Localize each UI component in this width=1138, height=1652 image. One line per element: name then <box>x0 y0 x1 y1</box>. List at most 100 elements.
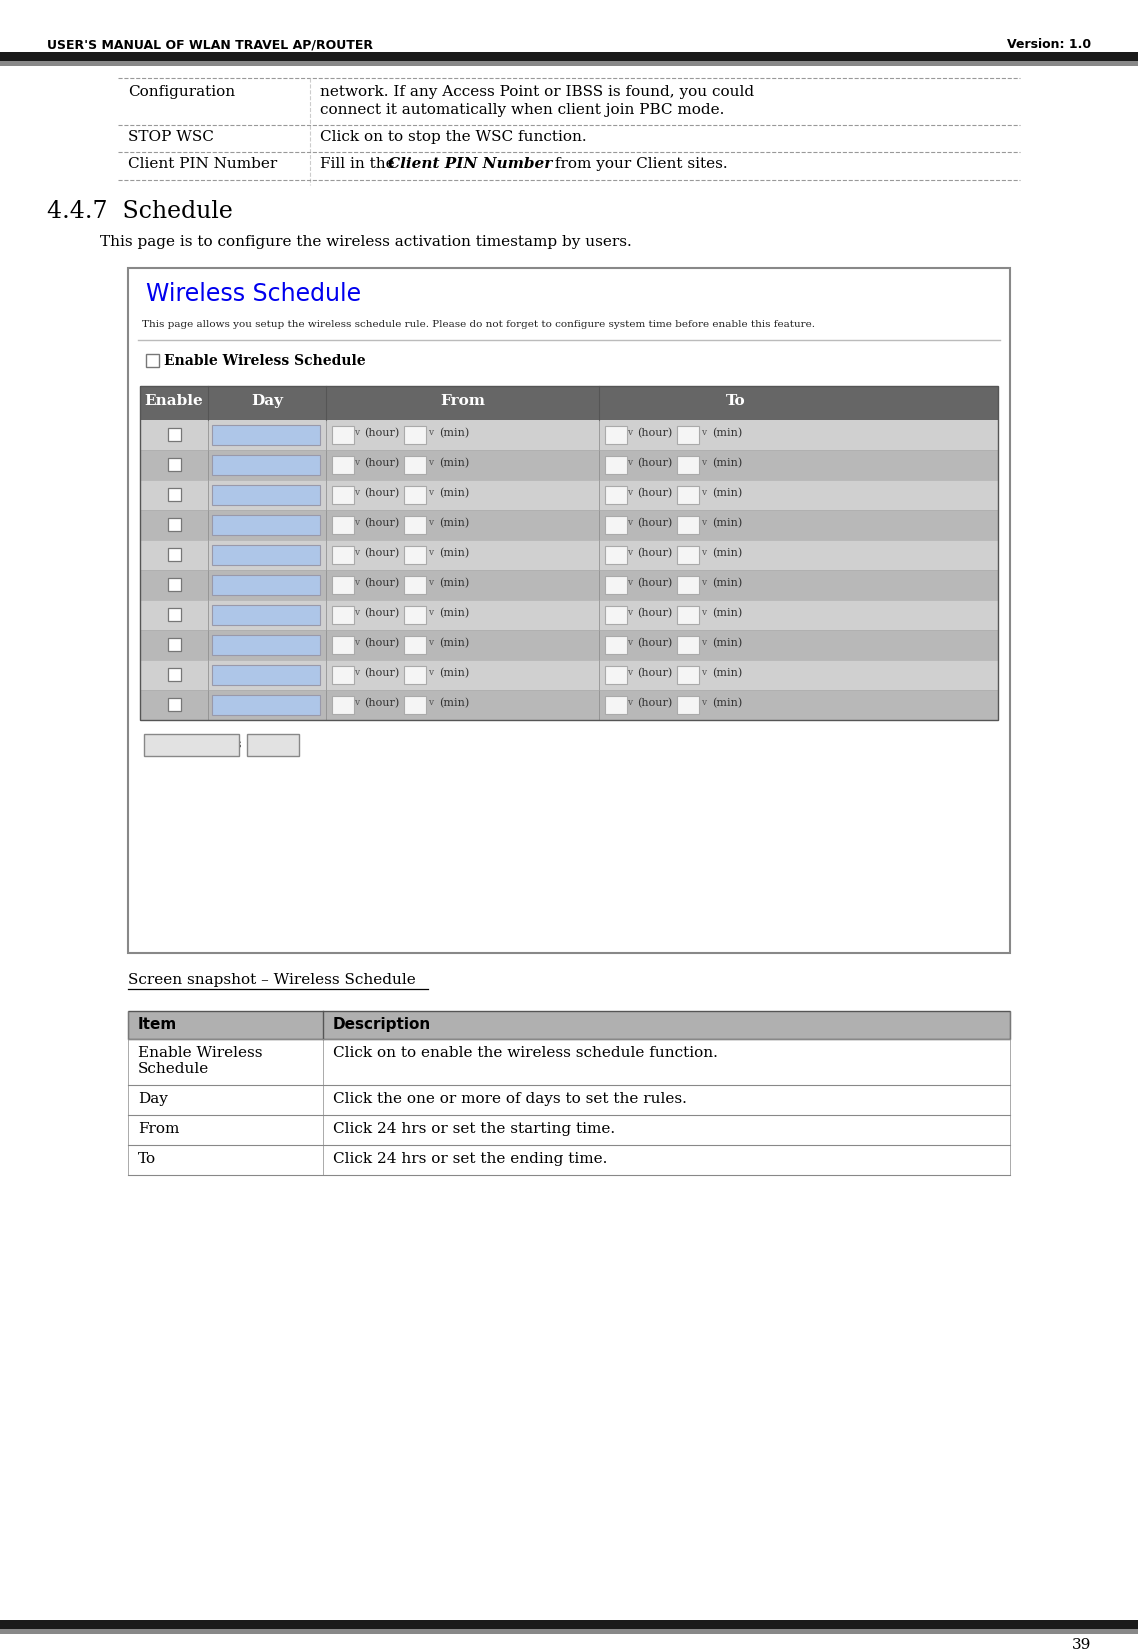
Text: Sun: Sun <box>218 487 241 501</box>
Text: Day: Day <box>138 1092 168 1105</box>
Text: v: v <box>701 487 706 497</box>
Text: v: v <box>354 458 360 468</box>
Text: (min): (min) <box>712 548 742 558</box>
Bar <box>677 547 699 563</box>
Bar <box>212 575 320 595</box>
Bar <box>605 606 627 624</box>
Text: (hour): (hour) <box>364 428 399 438</box>
Bar <box>127 1145 1011 1175</box>
Text: STOP WSC: STOP WSC <box>127 131 214 144</box>
Bar <box>140 691 998 720</box>
Bar <box>127 268 1011 953</box>
Text: v: v <box>627 519 632 527</box>
Bar <box>212 425 320 444</box>
Text: 00: 00 <box>681 667 694 677</box>
Bar <box>605 666 627 684</box>
Text: Click on to stop the WSC function.: Click on to stop the WSC function. <box>320 131 586 144</box>
Text: Sun: Sun <box>218 458 241 471</box>
Bar <box>127 1039 1011 1085</box>
Text: (hour): (hour) <box>364 699 399 709</box>
Bar <box>168 487 181 501</box>
Text: (min): (min) <box>712 458 742 468</box>
Bar <box>247 733 299 757</box>
Text: v: v <box>310 458 315 468</box>
Text: 00: 00 <box>681 519 694 529</box>
Text: This page is to configure the wireless activation timestamp by users.: This page is to configure the wireless a… <box>100 235 632 249</box>
Text: v: v <box>310 699 315 707</box>
Bar <box>0 51 1138 61</box>
Text: v: v <box>627 458 632 468</box>
Text: v: v <box>428 487 434 497</box>
Bar <box>605 547 627 563</box>
Text: 00: 00 <box>335 548 349 558</box>
Text: (min): (min) <box>439 487 469 499</box>
Bar <box>212 486 320 506</box>
Bar <box>404 456 426 474</box>
Bar <box>168 548 181 562</box>
Bar <box>404 606 426 624</box>
Text: Schedule: Schedule <box>138 1062 209 1075</box>
Bar <box>404 515 426 534</box>
Text: 00: 00 <box>608 667 622 677</box>
Text: (min): (min) <box>439 667 469 679</box>
Bar <box>605 636 627 654</box>
Text: 00: 00 <box>335 638 349 648</box>
Bar <box>140 570 998 600</box>
Bar <box>605 695 627 714</box>
Text: v: v <box>428 638 434 648</box>
Text: (min): (min) <box>439 608 469 618</box>
Text: v: v <box>627 699 632 707</box>
Bar <box>605 426 627 444</box>
Text: 00: 00 <box>407 638 421 648</box>
Bar <box>168 699 181 710</box>
Text: Sun: Sun <box>218 519 241 530</box>
Bar <box>404 547 426 563</box>
Bar <box>212 634 320 654</box>
Text: v: v <box>701 578 706 586</box>
Text: Item: Item <box>138 1018 178 1032</box>
Text: (min): (min) <box>439 519 469 529</box>
Bar <box>212 695 320 715</box>
Bar <box>140 510 998 540</box>
Text: Configuration: Configuration <box>127 84 236 99</box>
Text: This page allows you setup the wireless schedule rule. Please do not forget to c: This page allows you setup the wireless … <box>142 320 815 329</box>
Text: 00: 00 <box>608 699 622 709</box>
Text: 00: 00 <box>407 458 421 468</box>
Bar <box>404 636 426 654</box>
Text: 00: 00 <box>335 667 349 677</box>
Bar <box>140 661 998 691</box>
Text: From: From <box>138 1122 180 1137</box>
Text: v: v <box>428 548 434 557</box>
Text: Client PIN Number: Client PIN Number <box>127 157 278 172</box>
Bar <box>605 456 627 474</box>
Text: Wireless Schedule: Wireless Schedule <box>146 282 361 306</box>
Bar <box>404 695 426 714</box>
Text: 00: 00 <box>407 578 421 588</box>
Bar <box>127 1115 1011 1145</box>
Text: (hour): (hour) <box>637 699 673 709</box>
Text: v: v <box>701 608 706 616</box>
Text: v: v <box>354 428 360 438</box>
Text: Enable Wireless: Enable Wireless <box>138 1046 263 1061</box>
Text: 00: 00 <box>407 548 421 558</box>
Text: (min): (min) <box>712 608 742 618</box>
Text: v: v <box>354 548 360 557</box>
Text: Sun: Sun <box>218 638 241 651</box>
Text: (hour): (hour) <box>637 487 673 499</box>
Text: Click the one or more of days to set the rules.: Click the one or more of days to set the… <box>333 1092 687 1105</box>
Text: 00: 00 <box>407 428 421 438</box>
Text: v: v <box>310 519 315 527</box>
Text: 00: 00 <box>335 519 349 529</box>
Text: (min): (min) <box>712 519 742 529</box>
Bar <box>0 61 1138 66</box>
Bar <box>127 1085 1011 1115</box>
Bar <box>677 577 699 595</box>
Bar <box>140 449 998 481</box>
Bar <box>605 515 627 534</box>
Bar <box>168 458 181 471</box>
Bar <box>677 456 699 474</box>
Text: 00: 00 <box>407 667 421 677</box>
Text: v: v <box>701 699 706 707</box>
Bar <box>212 515 320 535</box>
Text: 00: 00 <box>608 638 622 648</box>
